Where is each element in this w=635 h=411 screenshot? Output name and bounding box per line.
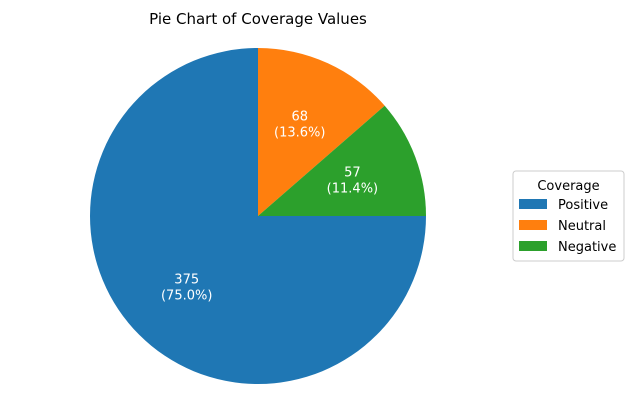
pie-slice-negative: [258, 105, 426, 216]
pie-slices: [90, 48, 426, 384]
legend-label-neutral: Neutral: [558, 219, 606, 234]
legend-entries: Positive Neutral Negative: [519, 198, 616, 255]
legend: Coverage Positive Neutral Negative: [512, 170, 625, 262]
legend-label-negative: Negative: [558, 240, 616, 255]
chart-title: Pie Chart of Coverage Values: [149, 10, 367, 28]
legend-frame: [512, 170, 625, 262]
slice-label-negative: 57 (11.4%): [327, 166, 378, 197]
legend-label-positive: Positive: [558, 198, 608, 213]
pie-slice-labels: 375 (75.0%) 68 (13.6%)57 (11.4%): [161, 109, 378, 303]
legend-swatch-negative: [519, 241, 547, 251]
legend-swatch-neutral: [519, 220, 547, 230]
pie-slice-neutral: [258, 48, 385, 216]
legend-swatch-positive: [519, 199, 547, 209]
slice-label-positive: 375 (75.0%): [161, 272, 212, 303]
legend-title: Coverage: [537, 179, 599, 194]
slice-label-neutral: 68 (13.6%): [274, 109, 325, 140]
